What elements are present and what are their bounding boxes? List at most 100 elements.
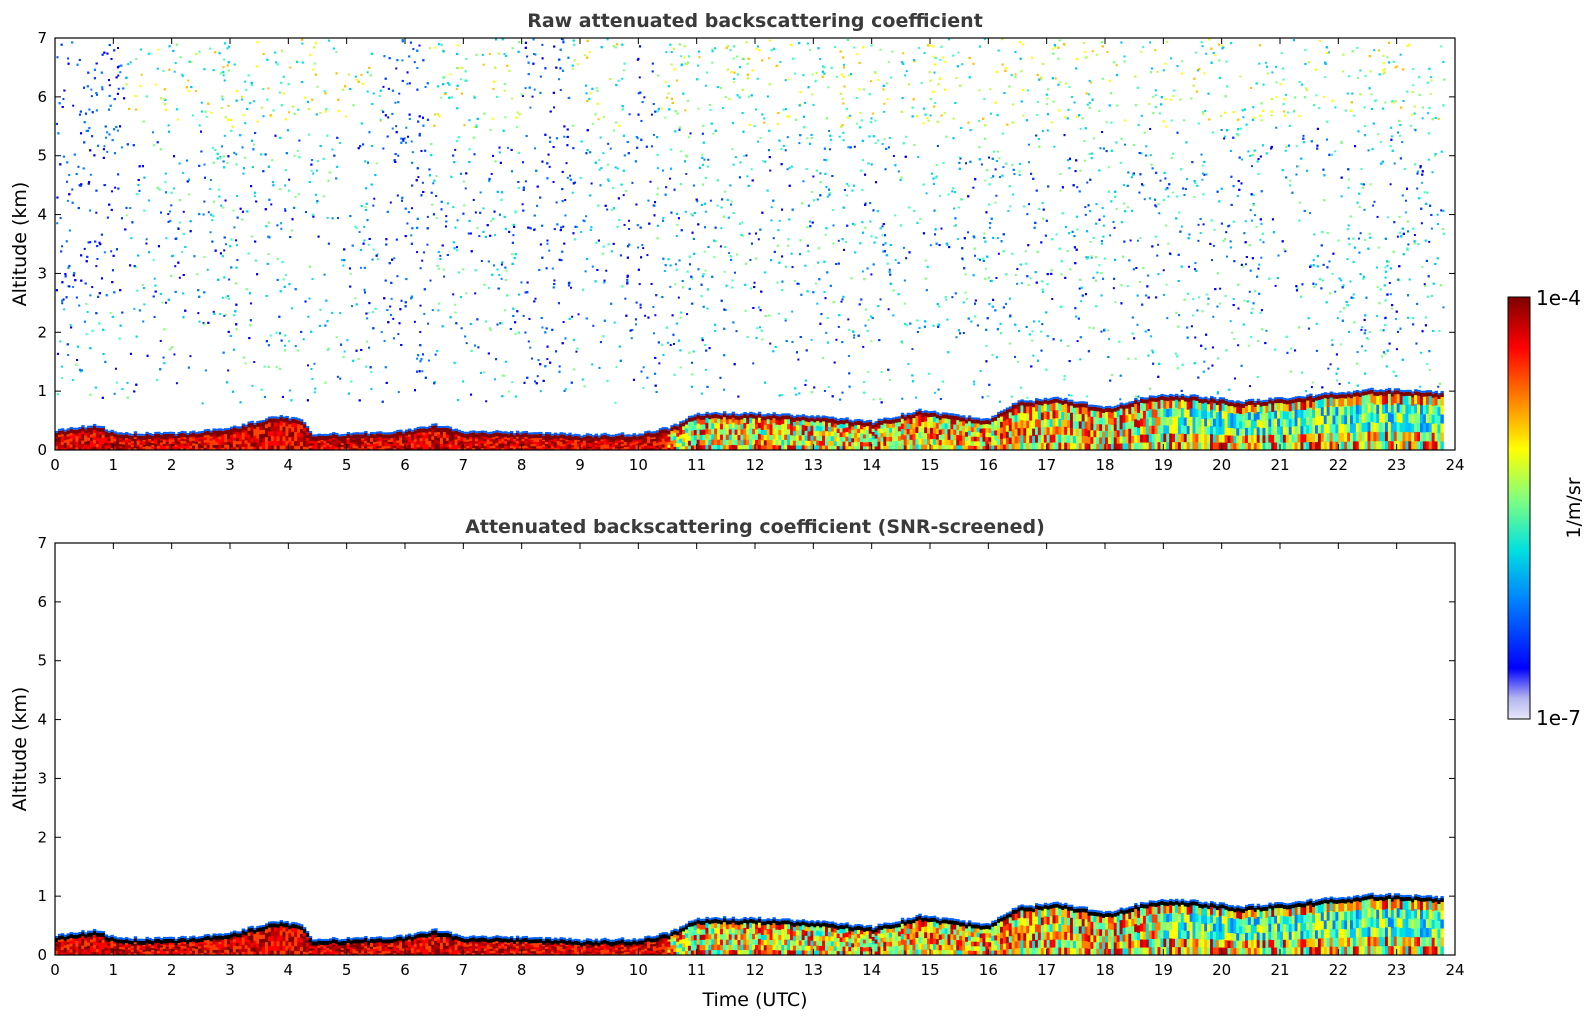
noise-cell <box>1098 110 1101 113</box>
noise-cell <box>1223 137 1226 140</box>
noise-cell <box>501 374 504 377</box>
noise-cell <box>1251 307 1254 310</box>
noise-cell <box>1098 264 1101 267</box>
noise-cell <box>454 311 457 314</box>
noise-cell <box>1090 256 1093 259</box>
noise-cell <box>456 66 459 69</box>
noise-cell <box>366 317 369 320</box>
noise-cell <box>1014 355 1017 358</box>
noise-cell <box>957 51 960 54</box>
noise-cell <box>677 296 680 299</box>
noise-cell <box>1041 130 1044 133</box>
noise-cell <box>933 391 936 394</box>
noise-cell <box>1202 223 1205 226</box>
noise-cell <box>1162 269 1165 272</box>
noise-cell <box>1158 112 1161 115</box>
noise-cell <box>1437 117 1440 120</box>
noise-cell <box>1262 241 1265 244</box>
noise-cell <box>746 336 749 339</box>
noise-cell <box>77 165 80 168</box>
noise-cell <box>389 201 392 204</box>
noise-cell <box>1411 113 1414 116</box>
noise-cell <box>656 167 659 170</box>
noise-cell <box>588 51 591 54</box>
noise-cell <box>228 278 231 281</box>
noise-cell <box>152 259 155 262</box>
noise-cell <box>223 79 226 82</box>
noise-cell <box>842 139 845 142</box>
noise-cell <box>1347 186 1350 189</box>
noise-cell <box>1360 182 1363 185</box>
noise-cell <box>518 293 521 296</box>
chart-title: Raw attenuated backscattering coefficien… <box>527 10 983 32</box>
noise-cell <box>459 78 462 81</box>
noise-cell <box>676 79 679 82</box>
noise-cell <box>706 385 709 388</box>
noise-cell <box>1430 79 1433 82</box>
noise-cell <box>90 95 93 98</box>
noise-cell <box>1190 325 1193 328</box>
noise-cell <box>428 47 431 50</box>
noise-cell <box>1349 280 1352 283</box>
noise-cell <box>1318 40 1321 43</box>
noise-cell <box>1265 329 1268 332</box>
noise-cell <box>1013 173 1016 176</box>
noise-cell <box>666 96 669 99</box>
noise-cell <box>882 243 885 246</box>
noise-cell <box>1194 262 1197 265</box>
noise-cell <box>1266 72 1269 75</box>
noise-cell <box>465 57 468 60</box>
noise-cell <box>631 181 634 184</box>
noise-cell <box>770 206 773 209</box>
noise-cell <box>757 306 760 309</box>
noise-cell <box>609 147 612 150</box>
noise-cell <box>1283 110 1286 113</box>
noise-cell <box>703 158 706 161</box>
noise-cell <box>406 222 409 225</box>
noise-cell <box>616 167 619 170</box>
noise-cell <box>354 75 357 78</box>
noise-cell <box>531 95 534 98</box>
noise-cell <box>853 336 856 339</box>
noise-cell <box>284 184 287 187</box>
noise-cell <box>870 117 873 120</box>
noise-cell <box>236 259 239 262</box>
noise-cell <box>1262 83 1265 86</box>
noise-cell <box>1428 240 1431 243</box>
noise-cell <box>772 237 775 240</box>
noise-cell <box>1347 304 1350 307</box>
noise-cell <box>1165 283 1168 286</box>
noise-cell <box>1167 195 1170 198</box>
noise-cell <box>312 68 315 71</box>
noise-cell <box>117 74 120 77</box>
noise-cell <box>211 146 214 149</box>
noise-cell <box>522 314 525 317</box>
noise-cell <box>219 156 222 159</box>
noise-cell <box>558 365 561 368</box>
noise-cell <box>61 377 64 380</box>
noise-cell <box>1429 92 1432 95</box>
noise-cell <box>188 193 191 196</box>
noise-cell <box>1089 240 1092 243</box>
noise-cell <box>375 162 378 165</box>
noise-cell <box>223 314 226 317</box>
noise-cell <box>1212 315 1215 318</box>
noise-cell <box>336 375 339 378</box>
noise-cell <box>691 361 694 364</box>
noise-cell <box>335 336 338 339</box>
noise-cell <box>1143 198 1146 201</box>
noise-cell <box>770 219 773 222</box>
noise-cell <box>323 273 326 276</box>
noise-cell <box>685 63 688 66</box>
noise-cell <box>1165 224 1168 227</box>
noise-cell <box>103 145 106 148</box>
noise-cell <box>1059 189 1062 192</box>
noise-cell <box>59 217 62 220</box>
noise-cell <box>1009 205 1012 208</box>
noise-cell <box>135 57 138 60</box>
noise-cell <box>1016 268 1019 271</box>
noise-cell <box>221 98 224 101</box>
noise-cell <box>1252 106 1255 109</box>
noise-cell <box>117 87 120 90</box>
noise-cell <box>1105 121 1108 124</box>
